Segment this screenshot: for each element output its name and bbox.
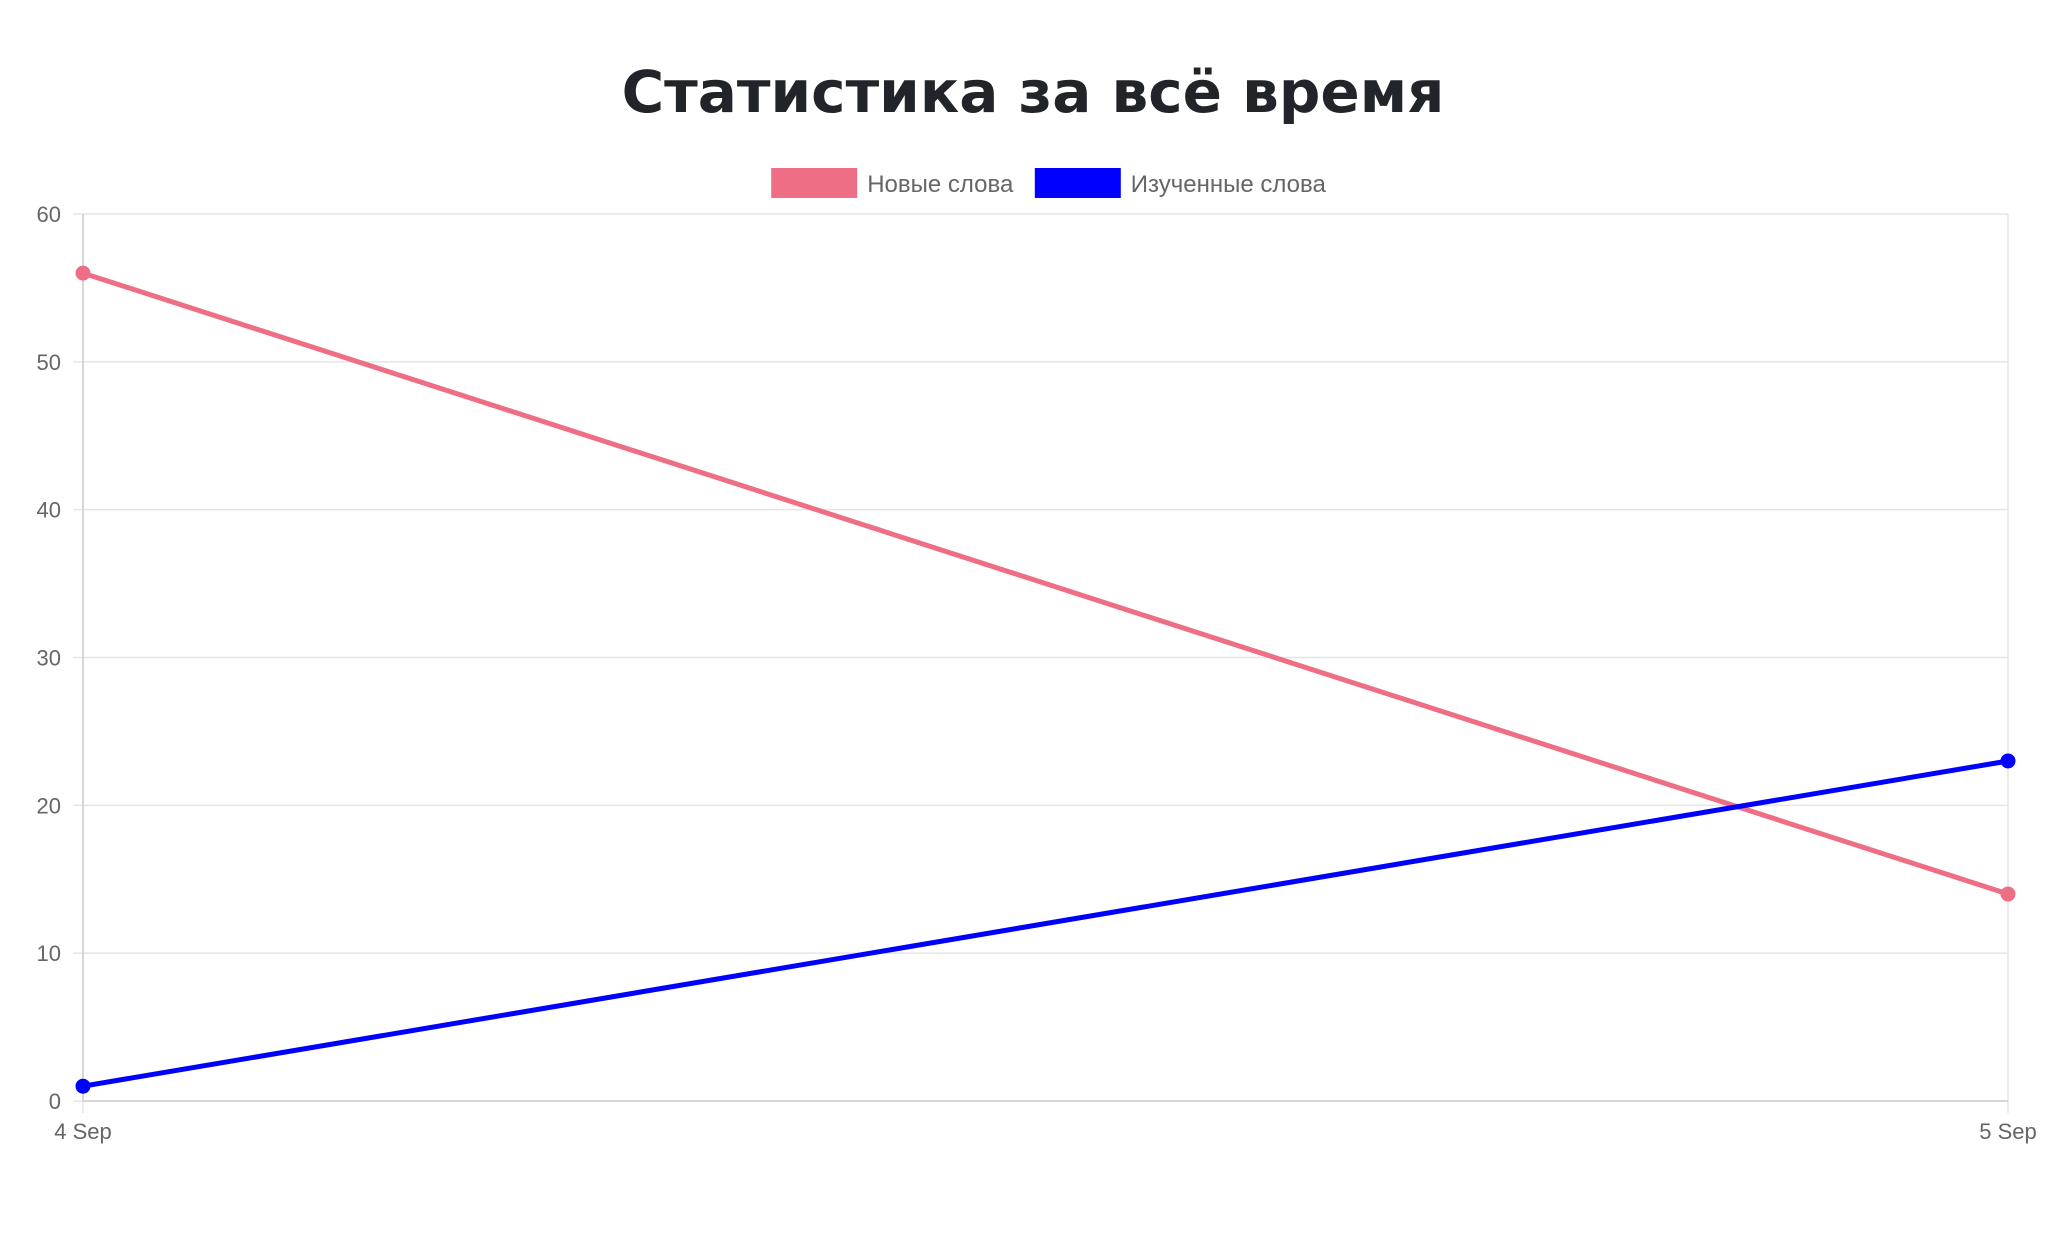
legend-item-1[interactable]: Новые слова [771,168,1014,198]
y-tick-label: 10 [37,941,61,966]
series-lines [75,265,2016,1094]
data-point[interactable] [2000,886,2016,902]
legend[interactable]: Новые слова Изученные слова [771,168,1327,198]
data-point[interactable] [2000,753,2016,769]
y-tick-label: 50 [37,350,61,375]
y-tick-label: 20 [37,793,61,818]
x-tick-label: 4 Sep [54,1119,112,1144]
y-tick-label: 40 [37,498,61,523]
x-axis-tick-labels: 4 Sep 5 Sep [54,1119,2037,1144]
axes [82,214,2008,1102]
y-tick-label: 0 [49,1089,61,1114]
y-tick-label: 30 [37,646,61,671]
grid-lines [73,213,2009,1113]
data-point[interactable] [75,265,91,281]
series-line-1 [80,270,2011,897]
series-line-2 [80,758,2011,1089]
data-point[interactable] [75,1078,91,1094]
legend-label: Изученные слова [1131,171,1327,198]
y-tick-label: 60 [37,202,61,227]
legend-swatch [771,168,858,198]
x-tick-label: 5 Sep [1979,1119,2037,1144]
y-axis-tick-labels: 0 10 20 30 40 50 60 [37,202,61,1114]
chart-title: Статистика за всё время [621,58,1445,126]
legend-swatch [1034,168,1121,198]
legend-label: Новые слова [867,171,1014,198]
legend-item-2[interactable]: Изученные слова [1034,168,1327,198]
